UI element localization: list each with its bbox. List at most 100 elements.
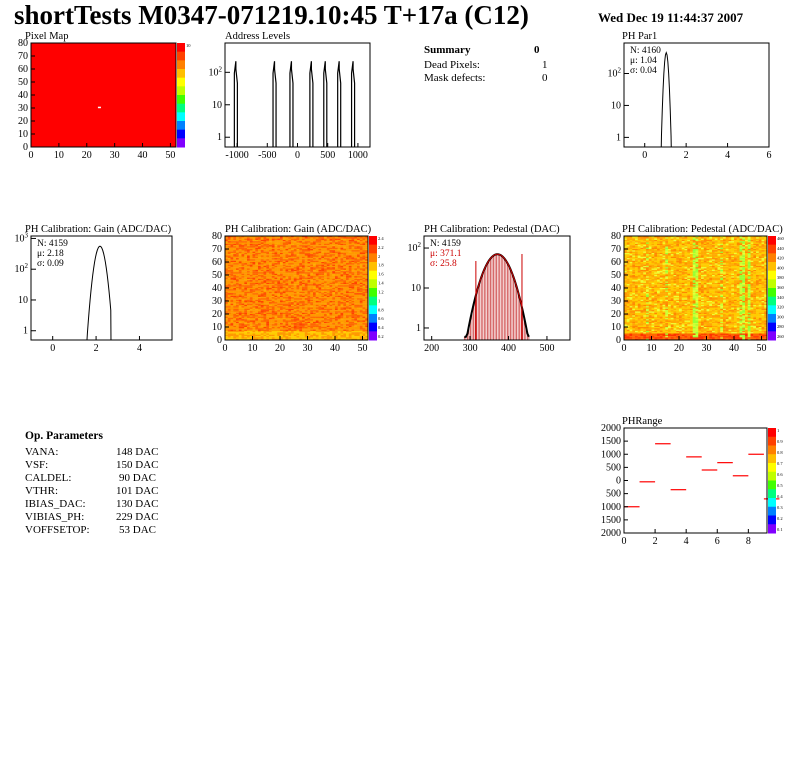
gain-map-cell xyxy=(343,263,347,265)
gain-map-cell xyxy=(236,286,239,289)
gain-map-cell xyxy=(357,282,360,285)
gain-map-cell xyxy=(326,293,330,295)
gain-map-cell xyxy=(299,293,303,295)
gain-map-cell xyxy=(236,317,239,320)
gain-map-cell xyxy=(348,299,352,302)
gain-map-cell xyxy=(307,288,311,290)
pedestal-map-cell xyxy=(747,247,751,250)
gain-map-cell xyxy=(249,254,253,256)
gain-map-cell xyxy=(266,239,270,242)
gain-map-cell xyxy=(326,323,330,325)
gain-map-cell xyxy=(302,262,305,264)
gain-map-cell xyxy=(249,273,253,276)
gain-map-cell xyxy=(233,321,237,324)
gain-map-cell xyxy=(255,319,259,321)
gain-map-cell xyxy=(293,303,297,306)
gain-map-cell xyxy=(354,330,358,333)
gain-map-cell xyxy=(293,314,297,316)
gain-map-cell xyxy=(271,269,275,272)
gain-map-cell xyxy=(274,268,278,270)
gain-map-cell xyxy=(340,289,344,291)
gain-map-cell xyxy=(354,242,358,244)
gain-map-cell xyxy=(354,298,358,300)
gain-map-cell xyxy=(258,336,261,338)
gain-map-cell xyxy=(357,336,360,338)
gain-map-cell xyxy=(236,336,239,338)
gain-map-cell xyxy=(291,243,294,246)
gain-map-cell xyxy=(362,290,366,293)
gain-map-cell xyxy=(247,295,250,298)
pedestal-map-cell xyxy=(712,242,715,244)
gain-map-cell xyxy=(252,284,256,286)
gain-map-cell xyxy=(313,291,316,294)
gain-map-cell xyxy=(332,289,336,291)
gain-map-cell xyxy=(318,259,322,261)
gain-map-cell xyxy=(351,301,355,303)
gain-map-cell xyxy=(227,325,231,328)
gain-map-cell xyxy=(302,288,305,290)
gain-map-cell xyxy=(249,241,253,243)
gain-map-cell xyxy=(285,258,289,260)
gain-map-cell xyxy=(258,243,261,246)
gain-map-cell xyxy=(263,255,267,257)
gain-map-cell xyxy=(285,310,289,312)
ph-par1-ytick-label: 10 xyxy=(611,100,621,111)
gain-map-cell xyxy=(249,245,253,247)
gain-map-cell xyxy=(343,338,347,341)
gain-map-cell xyxy=(282,307,286,309)
gain-map-cell xyxy=(258,315,261,317)
gain-map-cell xyxy=(291,291,294,294)
gain-map-cell xyxy=(247,302,250,304)
gain-map-cell xyxy=(357,267,360,269)
gain-map-cell xyxy=(310,291,314,294)
gain-map-cell xyxy=(318,273,322,276)
gain-map-cell xyxy=(271,324,275,326)
pedestal-map-cell xyxy=(657,238,660,241)
gain-map-cell xyxy=(230,334,234,337)
gain-map-cell xyxy=(274,321,278,324)
gain-map-cell xyxy=(263,284,267,286)
gain-map-cell xyxy=(247,304,250,307)
gain-map-cell xyxy=(277,278,281,281)
gain-map-cell xyxy=(357,297,360,299)
gain-map-cell xyxy=(291,290,294,293)
gain-map-cell xyxy=(348,327,352,329)
gain-map-cell xyxy=(329,336,333,338)
pedestal-map-cell xyxy=(676,243,680,246)
gain-map-cell xyxy=(357,252,360,255)
gain-map-cell xyxy=(313,247,316,250)
gain-map-cell xyxy=(307,337,311,339)
gain-map-cell xyxy=(329,278,333,281)
gain-map-cell xyxy=(307,278,311,281)
gain-map-cell xyxy=(230,285,234,287)
gain-map-cell xyxy=(238,260,242,263)
gain-map-cell xyxy=(269,329,272,332)
gain-map-cell xyxy=(304,301,308,303)
gain-map-cell xyxy=(236,297,239,299)
gain-map-cell xyxy=(365,256,369,259)
pedestal-map-cell xyxy=(676,238,680,241)
gain-map-cell xyxy=(329,284,333,286)
gain-map-cell xyxy=(271,320,275,322)
gain-map-cell xyxy=(354,317,358,320)
gain-map-cell xyxy=(241,278,245,281)
pedestal-map-cell xyxy=(673,241,677,243)
gain-map-cell xyxy=(351,264,355,267)
gain-map-cell xyxy=(282,265,286,268)
gain-map-cell xyxy=(266,294,270,296)
gain-map-cell xyxy=(321,251,325,254)
gain-map-cell xyxy=(307,317,311,320)
ph-par1-ytick-label: 102 xyxy=(608,66,622,79)
gain-map-cell xyxy=(343,312,347,315)
pedestal-map-cell xyxy=(698,245,702,247)
gain-map-cell xyxy=(225,250,228,252)
gain-map-cell xyxy=(302,298,305,300)
gain-map-cell xyxy=(315,242,319,244)
pedestal-map-cell xyxy=(681,247,685,250)
gain-map-cell xyxy=(230,303,234,306)
gain-map-cell xyxy=(282,293,286,295)
gain-map-cell xyxy=(247,277,250,280)
gain-map-cell xyxy=(247,255,250,257)
gain-map-cell xyxy=(249,264,253,267)
pedestal-map-cell xyxy=(676,236,680,238)
